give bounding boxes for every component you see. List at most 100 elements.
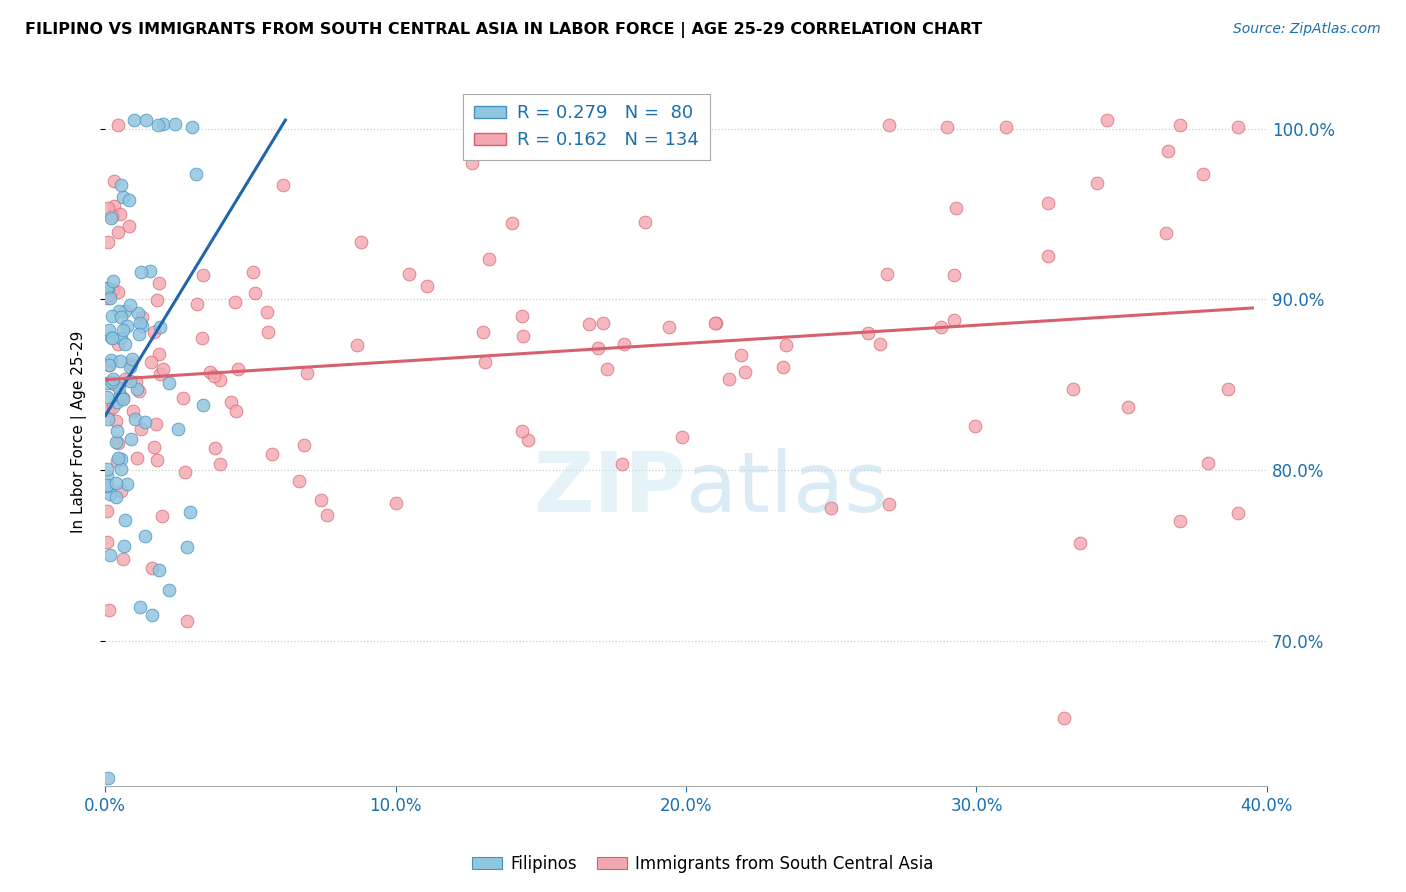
Point bbox=[671, 430, 693, 444]
Point bbox=[1069, 536, 1091, 550]
Point bbox=[110, 178, 132, 193]
Point bbox=[115, 319, 138, 334]
Point bbox=[120, 357, 142, 371]
Point bbox=[309, 492, 332, 507]
Point bbox=[202, 369, 225, 384]
Point bbox=[105, 435, 128, 450]
Point bbox=[97, 412, 120, 426]
Point bbox=[634, 215, 657, 229]
Point bbox=[98, 358, 121, 372]
Point bbox=[510, 310, 533, 324]
Point bbox=[114, 372, 136, 386]
Point bbox=[141, 355, 163, 369]
Point bbox=[134, 415, 156, 429]
Point bbox=[110, 483, 132, 498]
Point bbox=[101, 372, 124, 386]
Point bbox=[105, 424, 128, 438]
Point bbox=[472, 325, 495, 339]
Point bbox=[96, 469, 118, 483]
Point bbox=[107, 225, 129, 239]
Point bbox=[578, 317, 600, 331]
Point bbox=[146, 453, 169, 467]
Point bbox=[125, 382, 148, 396]
Point bbox=[112, 539, 135, 553]
Point bbox=[172, 391, 194, 405]
Point bbox=[150, 509, 173, 524]
Point bbox=[107, 285, 129, 299]
Point bbox=[610, 457, 633, 471]
Point bbox=[1095, 113, 1118, 128]
Point bbox=[965, 419, 987, 434]
Point bbox=[134, 529, 156, 543]
Point bbox=[118, 298, 141, 312]
Point bbox=[96, 291, 118, 305]
Point bbox=[1062, 382, 1084, 396]
Point bbox=[704, 317, 727, 331]
Point bbox=[96, 390, 118, 404]
Point bbox=[186, 297, 208, 311]
Point bbox=[128, 384, 150, 398]
Point bbox=[108, 381, 131, 395]
Point bbox=[152, 362, 174, 376]
Point bbox=[135, 113, 157, 128]
Legend: Filipinos, Immigrants from South Central Asia: Filipinos, Immigrants from South Central… bbox=[465, 848, 941, 880]
Point bbox=[717, 371, 740, 385]
Point bbox=[704, 316, 727, 330]
Point bbox=[350, 235, 373, 249]
Point bbox=[97, 323, 120, 337]
Point bbox=[879, 497, 901, 511]
Point bbox=[501, 216, 523, 230]
Point bbox=[101, 283, 124, 297]
Point bbox=[1226, 506, 1249, 520]
Point bbox=[193, 268, 215, 283]
Point bbox=[181, 120, 204, 134]
Point bbox=[510, 424, 533, 438]
Point bbox=[173, 465, 195, 479]
Point bbox=[586, 341, 609, 355]
Point bbox=[416, 279, 439, 293]
Point bbox=[117, 194, 139, 208]
Point bbox=[208, 373, 231, 387]
Legend: R = 0.279   N =  80, R = 0.162   N = 134: R = 0.279 N = 80, R = 0.162 N = 134 bbox=[463, 94, 710, 161]
Point bbox=[273, 178, 295, 193]
Point bbox=[146, 293, 169, 308]
Point bbox=[141, 561, 163, 575]
Point bbox=[176, 614, 198, 628]
Point bbox=[1226, 120, 1249, 134]
Point bbox=[994, 120, 1017, 134]
Point bbox=[96, 376, 118, 391]
Point bbox=[101, 210, 124, 224]
Point bbox=[112, 323, 135, 337]
Point bbox=[592, 316, 614, 330]
Point bbox=[114, 513, 136, 527]
Point bbox=[1154, 226, 1177, 240]
Point bbox=[176, 540, 198, 554]
Point bbox=[398, 267, 420, 281]
Point bbox=[190, 331, 212, 345]
Point bbox=[118, 374, 141, 388]
Point bbox=[96, 462, 118, 476]
Point bbox=[225, 403, 247, 417]
Point bbox=[1197, 456, 1219, 470]
Point bbox=[111, 391, 134, 405]
Point bbox=[1168, 118, 1191, 132]
Point bbox=[474, 354, 496, 368]
Point bbox=[112, 392, 135, 406]
Point bbox=[1052, 711, 1074, 725]
Point bbox=[262, 447, 284, 461]
Point bbox=[219, 394, 242, 409]
Point bbox=[936, 120, 959, 134]
Point bbox=[124, 412, 146, 426]
Point bbox=[256, 325, 278, 339]
Point bbox=[127, 450, 149, 465]
Point bbox=[129, 422, 152, 436]
Point bbox=[346, 338, 368, 352]
Point bbox=[114, 304, 136, 318]
Point bbox=[111, 552, 134, 566]
Point bbox=[107, 395, 129, 409]
Point bbox=[517, 433, 540, 447]
Point bbox=[100, 330, 122, 344]
Point bbox=[179, 505, 201, 519]
Point bbox=[128, 316, 150, 330]
Point bbox=[1036, 249, 1059, 263]
